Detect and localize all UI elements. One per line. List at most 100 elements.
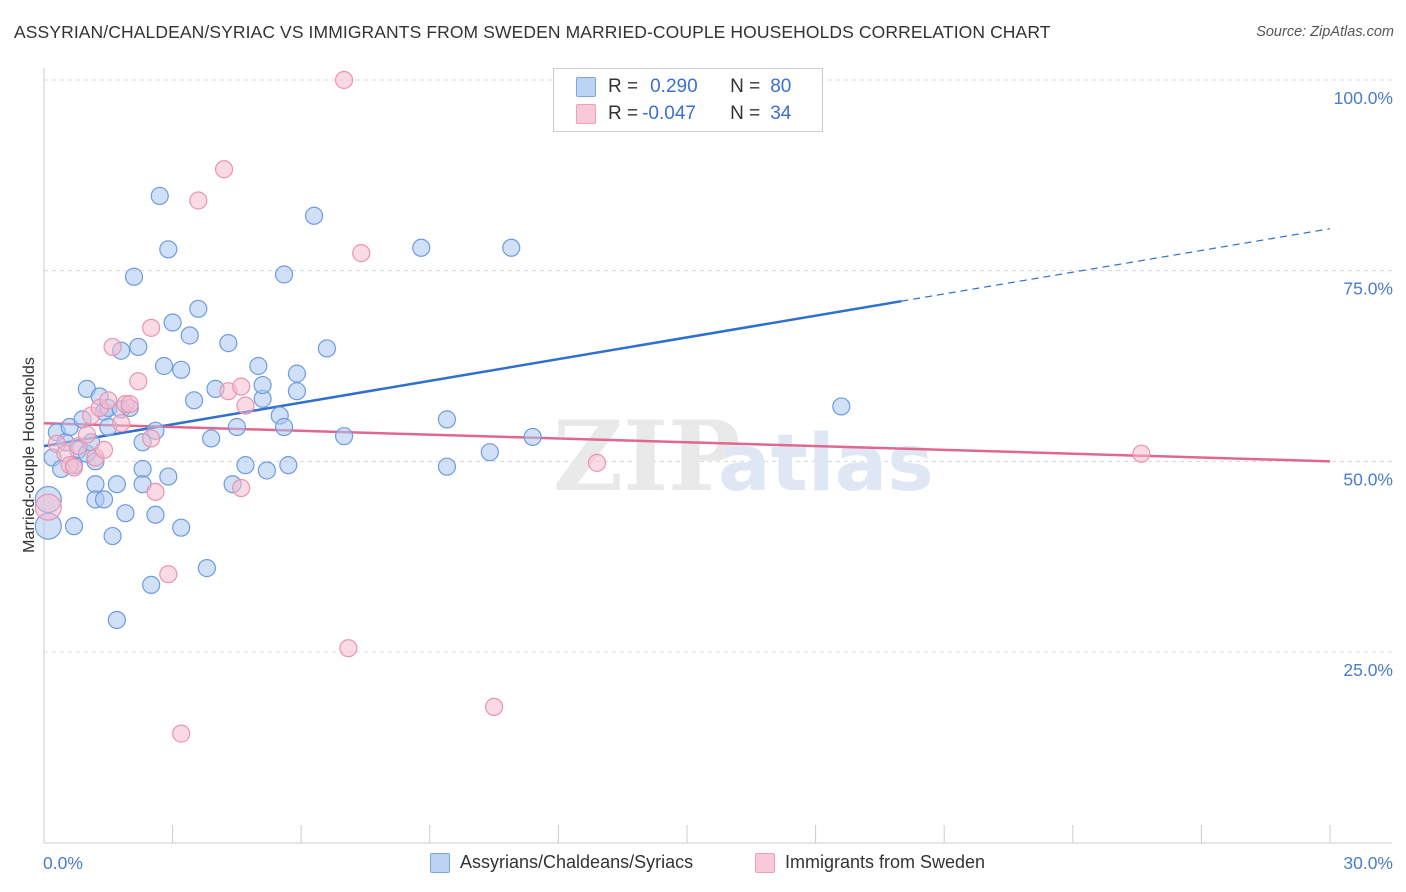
- data-point-pink: [120, 395, 139, 414]
- data-point-pink: [232, 377, 251, 396]
- data-point-blue: [279, 456, 298, 475]
- data-point-blue: [94, 490, 114, 509]
- trend-line-blue: [43, 299, 902, 448]
- watermark-zip: ZIP: [553, 400, 740, 513]
- data-point-pink: [103, 337, 122, 357]
- data-point-pink: [34, 493, 62, 521]
- data-point-blue: [172, 360, 191, 379]
- data-point-blue: [219, 334, 238, 353]
- data-point-blue: [184, 391, 204, 410]
- data-point-blue: [107, 475, 126, 494]
- legend-r-label: R =: [608, 103, 639, 124]
- data-point-blue: [480, 443, 499, 462]
- y-tick-labels: 25.0% 50.0% 75.0% 100.0%: [1334, 88, 1393, 680]
- data-point-pink: [485, 697, 504, 717]
- data-point-blue: [159, 467, 178, 486]
- data-point-blue: [64, 517, 84, 536]
- data-point-pink: [64, 458, 84, 477]
- data-point-blue: [236, 456, 255, 475]
- data-point-blue: [150, 186, 169, 206]
- legend-n-label: N =: [730, 76, 761, 97]
- legend-n-value: 34: [770, 103, 792, 124]
- data-point-blue: [274, 417, 294, 437]
- legend-n-label: N =: [730, 103, 761, 124]
- data-point-blue: [163, 313, 182, 332]
- y-tick-label: 50.0%: [1343, 469, 1393, 489]
- data-point-pink: [99, 391, 118, 410]
- data-point-pink: [146, 482, 165, 501]
- legend-n-value: 80: [770, 76, 792, 97]
- data-point-blue: [103, 526, 122, 546]
- trend-layer: [43, 228, 1331, 463]
- data-point-blue: [172, 518, 191, 537]
- data-point-pink: [1132, 444, 1151, 463]
- legend-row-series1: R = 0.290 N = 80: [576, 75, 791, 99]
- data-point-pink: [129, 372, 148, 391]
- legend-r-label: R =: [608, 76, 639, 97]
- data-point-blue: [116, 504, 135, 523]
- data-point-blue: [832, 397, 851, 416]
- data-point-pink: [232, 478, 251, 498]
- data-point-blue: [249, 356, 268, 376]
- bottom-legend-item-sweden: Immigrants from Sweden: [755, 852, 985, 873]
- data-point-blue: [197, 559, 216, 578]
- legend: R = 0.290 N = 80 R = -0.047 N = 34: [553, 68, 823, 132]
- data-point-blue: [133, 459, 152, 479]
- y-axis-label: Married-couple Households: [21, 357, 38, 553]
- bottom-legend-swatch-pink: [755, 852, 775, 873]
- legend-swatch-blue: [576, 77, 596, 97]
- data-point-blue: [180, 326, 199, 345]
- data-point-pink: [339, 639, 358, 658]
- legend-r-value: -0.047: [642, 103, 696, 124]
- bottom-legend: Assyrians/Chaldeans/Syriacs Immigrants f…: [0, 852, 1406, 876]
- data-point-pink: [587, 453, 607, 472]
- trend-line-pink: [43, 421, 1331, 463]
- data-point-blue: [129, 337, 148, 357]
- data-point-blue: [502, 238, 521, 257]
- chart-title: ASSYRIAN/CHALDEAN/SYRIAC VS IMMIGRANTS F…: [14, 22, 1051, 42]
- bottom-legend-label: Immigrants from Sweden: [785, 852, 986, 872]
- trend-line-blue-projection: [901, 228, 1331, 302]
- data-point-pink: [236, 396, 255, 415]
- data-point-blue: [523, 427, 542, 447]
- bottom-legend-swatch-blue: [430, 852, 450, 873]
- data-point-pink: [77, 425, 96, 444]
- data-point-blue: [274, 265, 294, 284]
- source-label: Source: ZipAtlas.com: [1256, 24, 1394, 40]
- data-point-blue: [437, 457, 457, 476]
- data-point-blue: [317, 339, 337, 358]
- data-point-blue: [437, 410, 457, 429]
- y-tick-label: 25.0%: [1343, 660, 1393, 680]
- data-point-blue: [304, 206, 324, 225]
- data-point-blue: [107, 610, 126, 630]
- data-point-pink: [159, 565, 178, 584]
- data-point-pink: [352, 244, 371, 263]
- data-point-pink: [214, 160, 234, 179]
- data-point-blue: [142, 575, 161, 594]
- data-point-blue: [253, 375, 272, 395]
- data-point-pink: [142, 318, 161, 337]
- data-point-blue: [334, 427, 354, 446]
- legend-r-value: 0.290: [650, 76, 698, 97]
- y-tick-label: 75.0%: [1343, 279, 1393, 299]
- data-point-pink: [142, 429, 161, 448]
- legend-swatch-pink: [576, 104, 596, 124]
- data-point-blue: [189, 299, 208, 318]
- data-point-blue: [287, 364, 307, 383]
- data-point-blue: [412, 238, 431, 257]
- bottom-legend-label: Assyrians/Chaldeans/Syriacs: [460, 852, 694, 872]
- legend-row-series2: R = -0.047 N = 34: [576, 102, 791, 126]
- grid-layer: [44, 79, 1392, 653]
- data-point-blue: [257, 461, 277, 480]
- data-point-blue: [287, 382, 307, 401]
- data-point-pink: [189, 191, 208, 210]
- data-point-pink: [94, 440, 114, 459]
- watermark-atlas: atlas: [718, 419, 934, 509]
- data-point-blue: [154, 356, 174, 376]
- watermark: ZIP atlas: [553, 400, 934, 513]
- x-tick-label-min: 0.0%: [43, 853, 83, 873]
- y-tick-label: 100.0%: [1334, 88, 1393, 108]
- points-layer: [34, 70, 1151, 743]
- data-point-blue: [227, 417, 246, 437]
